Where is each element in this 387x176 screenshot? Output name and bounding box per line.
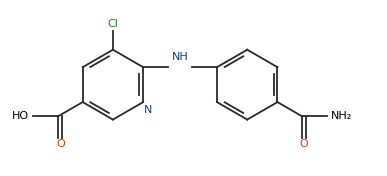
Text: NH₂: NH₂ bbox=[331, 111, 352, 121]
Text: O: O bbox=[56, 139, 65, 149]
Text: HO: HO bbox=[12, 111, 29, 121]
Text: Cl: Cl bbox=[108, 18, 118, 29]
Text: N: N bbox=[144, 105, 152, 115]
Text: O: O bbox=[300, 139, 308, 149]
Text: NH: NH bbox=[172, 52, 188, 62]
